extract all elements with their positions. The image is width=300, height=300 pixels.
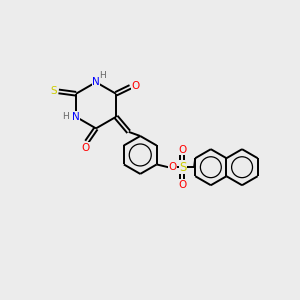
Text: N: N	[72, 112, 80, 122]
Text: O: O	[131, 81, 140, 91]
Text: O: O	[82, 142, 90, 153]
Text: N: N	[92, 77, 100, 87]
Text: H: H	[99, 71, 106, 80]
Text: O: O	[178, 180, 186, 190]
Text: O: O	[178, 145, 186, 155]
Text: H: H	[62, 112, 69, 121]
Text: S: S	[51, 85, 57, 95]
Text: S: S	[179, 161, 187, 174]
Text: O: O	[169, 162, 177, 172]
